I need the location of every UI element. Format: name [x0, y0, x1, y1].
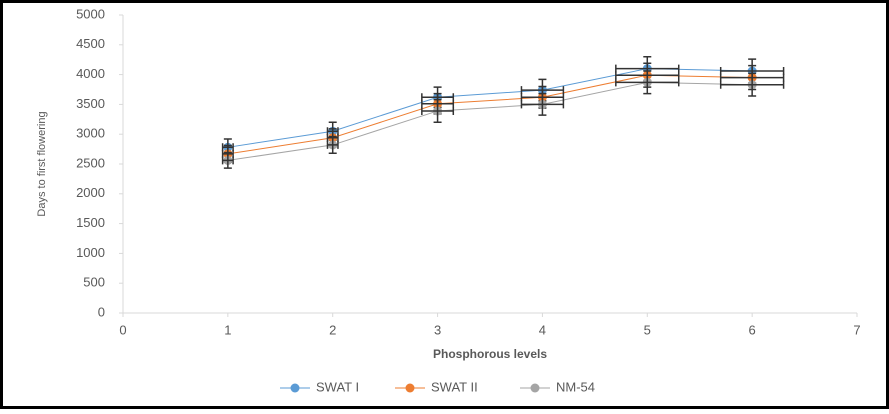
- x-error-bar: [221, 156, 234, 165]
- x-error-bar: [520, 100, 565, 109]
- x-tick-label: 2: [329, 322, 336, 337]
- x-tick-label: 1: [224, 322, 231, 337]
- legend-label: NM-54: [556, 379, 595, 394]
- legend-label: SWAT I: [316, 379, 359, 394]
- y-tick-label: 3000: [76, 126, 105, 141]
- y-tick-label: 4000: [76, 66, 105, 81]
- x-error-bar: [719, 80, 785, 89]
- y-tick-label: 2500: [76, 155, 105, 170]
- x-tick-label: 6: [749, 322, 756, 337]
- y-tick-label: 1000: [76, 245, 105, 260]
- x-error-bar: [326, 140, 339, 149]
- x-tick-label: 0: [119, 322, 126, 337]
- x-tick-label: 4: [539, 322, 546, 337]
- y-tick-label: 4500: [76, 36, 105, 51]
- y-tick-label: 3500: [76, 96, 105, 111]
- x-tick-label: 5: [644, 322, 651, 337]
- y-tick-label: 5000: [76, 6, 105, 21]
- legend-marker: [530, 383, 540, 393]
- legend-marker: [290, 383, 300, 393]
- x-error-bar: [421, 106, 455, 115]
- y-tick-label: 500: [83, 275, 105, 290]
- legend-label: SWAT II: [431, 379, 478, 394]
- y-tick-label: 1500: [76, 215, 105, 230]
- x-tick-label: 3: [434, 322, 441, 337]
- x-axis-label: Phosphorous levels: [433, 347, 547, 361]
- y-axis-label: Days to first flowering: [36, 111, 48, 216]
- legend-marker: [405, 383, 415, 393]
- x-tick-label: 7: [853, 322, 860, 337]
- y-tick-label: 2000: [76, 185, 105, 200]
- x-error-bar: [615, 78, 680, 87]
- y-tick-label: 0: [98, 304, 105, 319]
